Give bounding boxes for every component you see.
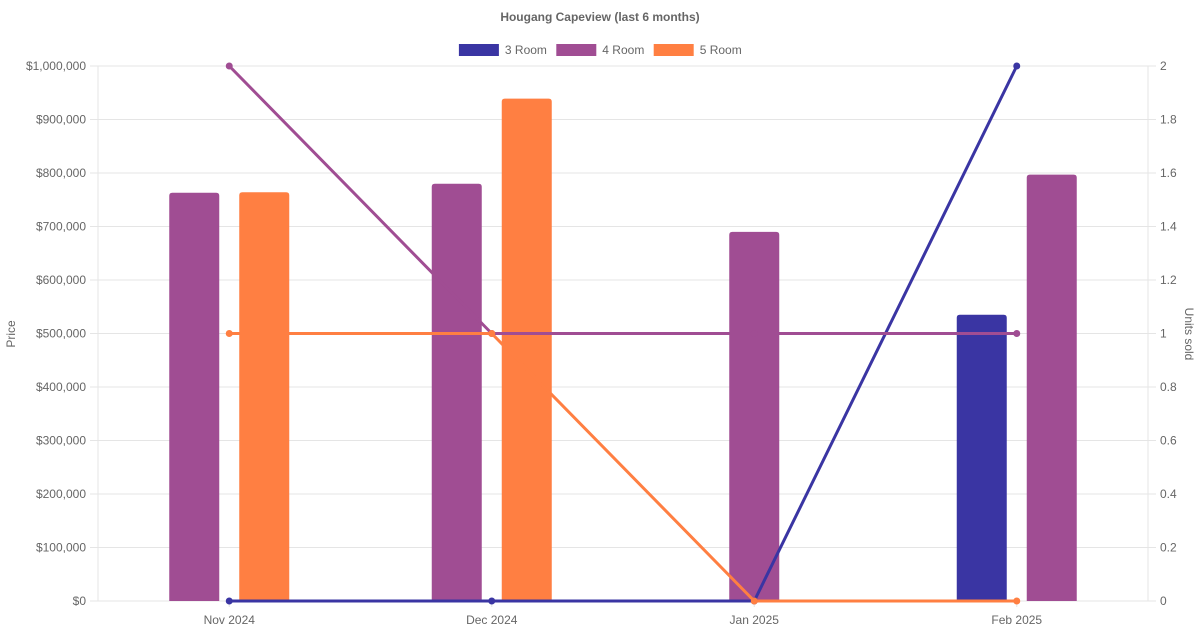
point-4-room-jan-2025 bbox=[750, 330, 758, 337]
y-right-axis: 0 0.2 0.4 0.6 0.8 1 1.2 1.4 1.6 1.8 2 bbox=[1148, 59, 1177, 608]
x-tick-label: Dec 2024 bbox=[466, 613, 518, 627]
point-4-room-feb-2025 bbox=[1013, 330, 1021, 337]
y-right-tick-label: 0.6 bbox=[1160, 434, 1177, 448]
point-5-room-nov-2024 bbox=[225, 330, 233, 337]
bars bbox=[169, 98, 1077, 602]
y-left-tick-label: $700,000 bbox=[36, 220, 86, 234]
bar-4-room-feb-2025 bbox=[1026, 174, 1077, 602]
y-right-title: Units sold bbox=[1182, 308, 1196, 361]
y-left-tick-label: $1,000,000 bbox=[26, 59, 86, 73]
y-left-tick-label: $200,000 bbox=[36, 487, 86, 501]
y-left-tick-label: $400,000 bbox=[36, 380, 86, 394]
y-right-tick-label: 1.6 bbox=[1160, 166, 1177, 180]
point-3-room-dec-2024 bbox=[488, 597, 496, 605]
y-left-tick-label: $900,000 bbox=[36, 113, 86, 127]
legend-swatch bbox=[653, 44, 694, 56]
legend-swatch bbox=[556, 44, 597, 56]
legend[interactable]: 3 Room 4 Room 5 Room bbox=[458, 43, 742, 57]
bar-5-room-nov-2024 bbox=[239, 192, 290, 601]
y-right-tick-label: 0.4 bbox=[1160, 487, 1177, 501]
y-left-tick-label: $800,000 bbox=[36, 166, 86, 180]
legend-label: 3 Room bbox=[505, 43, 547, 57]
y-left-axis: $0 $100,000 $200,000 $300,000 $400,000 $500,0… bbox=[26, 59, 98, 608]
y-right-tick-label: 0.8 bbox=[1160, 380, 1177, 394]
bar-3-room-feb-2025 bbox=[956, 314, 1007, 601]
legend-label: 4 Room bbox=[602, 43, 644, 57]
x-tick-label: Jan 2025 bbox=[730, 613, 780, 627]
legend-item-3-room[interactable]: 3 Room bbox=[458, 43, 547, 57]
point-3-room-feb-2025 bbox=[1013, 62, 1021, 70]
y-left-tick-label: $300,000 bbox=[36, 434, 86, 448]
point-3-room-nov-2024 bbox=[225, 597, 233, 605]
y-right-tick-label: 1.4 bbox=[1160, 220, 1177, 234]
lines bbox=[225, 62, 1021, 605]
line-5-room bbox=[229, 332, 1017, 603]
y-right-tick-label: 2 bbox=[1160, 59, 1167, 73]
y-right-tick-label: 1 bbox=[1160, 327, 1167, 341]
line-4-room bbox=[228, 64, 1017, 335]
x-axis: Nov 2024 Dec 2024 Jan 2025 Feb 2025 bbox=[204, 601, 1042, 627]
point-5-room-jan-2025 bbox=[750, 597, 758, 605]
bar-4-room-dec-2024 bbox=[431, 183, 482, 601]
point-4-room-nov-2024 bbox=[225, 62, 233, 70]
bar-4-room-jan-2025 bbox=[729, 231, 780, 601]
y-right-tick-label: 0 bbox=[1160, 594, 1167, 608]
x-tick-label: Feb 2025 bbox=[991, 613, 1042, 627]
y-left-tick-label: $0 bbox=[73, 594, 87, 608]
legend-label: 5 Room bbox=[700, 43, 742, 57]
chart-title: Hougang Capeview (last 6 months) bbox=[500, 10, 699, 24]
y-left-tick-label: $100,000 bbox=[36, 541, 86, 555]
x-tick-label: Nov 2024 bbox=[204, 613, 256, 627]
legend-swatch bbox=[458, 44, 499, 56]
point-5-room-feb-2025 bbox=[1013, 597, 1021, 605]
y-left-tick-label: $500,000 bbox=[36, 327, 86, 341]
y-right-tick-label: 1.2 bbox=[1160, 273, 1177, 287]
legend-item-5-room[interactable]: 5 Room bbox=[653, 43, 742, 57]
y-right-tick-label: 1.8 bbox=[1160, 113, 1177, 127]
bar-5-room-dec-2024 bbox=[501, 98, 552, 601]
y-left-tick-label: $600,000 bbox=[36, 273, 86, 287]
point-5-room-dec-2024 bbox=[488, 330, 496, 337]
bar-4-room-nov-2024 bbox=[169, 192, 220, 602]
y-left-title: Price bbox=[4, 320, 18, 348]
legend-item-4-room[interactable]: 4 Room bbox=[556, 43, 644, 57]
y-right-tick-label: 0.2 bbox=[1160, 541, 1177, 555]
